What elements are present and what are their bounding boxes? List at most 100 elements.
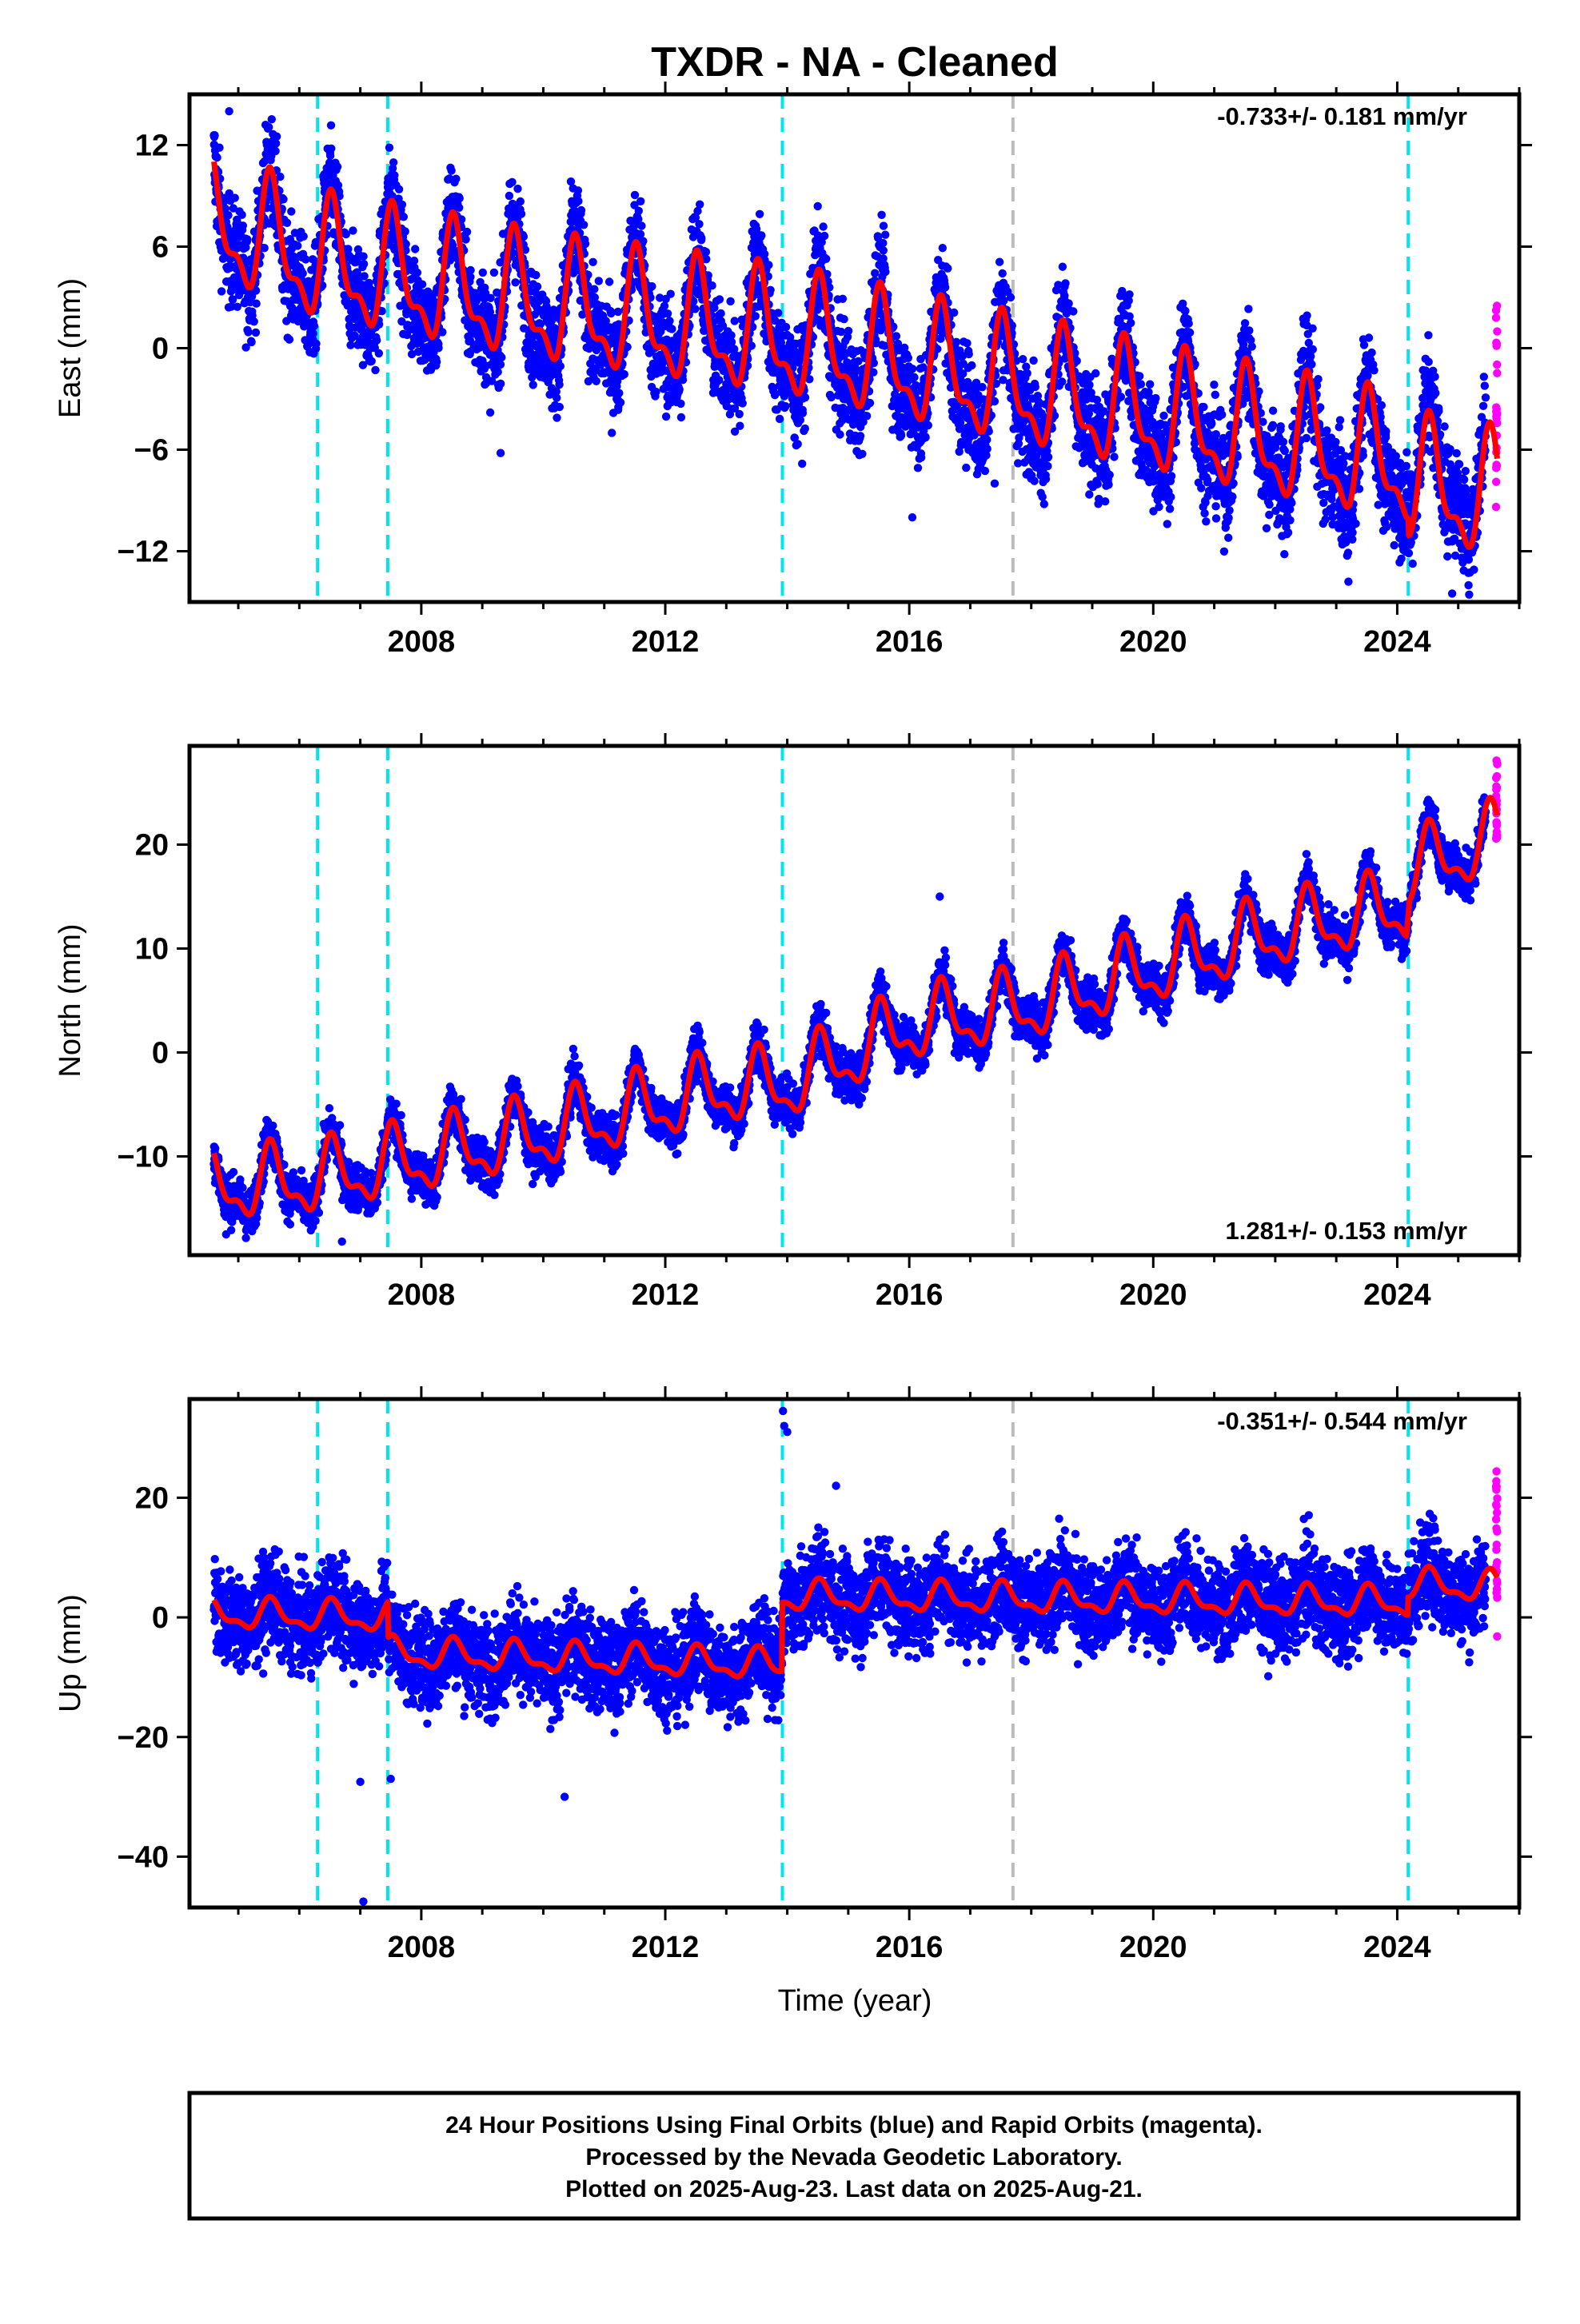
data-point <box>904 354 912 362</box>
data-point <box>276 173 284 181</box>
data-point <box>1040 500 1048 508</box>
data-point <box>702 248 710 256</box>
data-point <box>359 253 367 261</box>
data-point <box>224 211 232 219</box>
data-point <box>413 269 421 277</box>
data-point <box>243 235 251 243</box>
data-point <box>607 309 615 317</box>
data-point <box>309 329 317 337</box>
data-point <box>581 240 589 248</box>
data-point <box>250 317 258 325</box>
data-point <box>1085 490 1093 498</box>
data-point <box>589 258 596 266</box>
data-point <box>486 409 494 417</box>
data-point <box>285 336 293 344</box>
data-point <box>418 281 426 289</box>
data-point <box>965 350 973 358</box>
data-point <box>1163 520 1171 528</box>
data-point <box>950 309 958 317</box>
data-point <box>389 158 397 166</box>
data-point <box>869 369 877 377</box>
data-point <box>217 287 225 295</box>
data-point <box>1030 477 1038 485</box>
data-point <box>456 194 464 202</box>
data-point <box>497 361 505 369</box>
data-point <box>871 269 879 277</box>
data-point <box>662 413 670 421</box>
data-point <box>782 323 790 331</box>
data-point <box>513 185 521 193</box>
data-point <box>517 209 525 217</box>
data-point <box>1151 394 1159 402</box>
data-point <box>287 207 295 215</box>
data-point <box>1085 381 1093 389</box>
data-point <box>555 381 563 389</box>
data-point <box>553 394 561 402</box>
data-point <box>668 325 676 333</box>
data-point <box>984 444 991 452</box>
data-point <box>452 175 460 183</box>
data-point <box>268 115 276 123</box>
data-point <box>395 185 403 193</box>
data-point <box>346 341 354 349</box>
data-point <box>995 258 1003 266</box>
data-point <box>880 246 888 254</box>
data-point <box>917 453 925 461</box>
data-point <box>836 430 844 438</box>
data-point <box>463 228 471 236</box>
data-point <box>1117 393 1125 401</box>
data-point <box>944 265 952 273</box>
data-point <box>271 147 279 155</box>
data-point <box>279 195 287 203</box>
data-point <box>349 226 357 234</box>
data-point <box>433 358 441 366</box>
data-point <box>1146 381 1154 389</box>
data-point <box>608 429 616 436</box>
data-point <box>511 278 519 286</box>
data-point <box>505 192 513 200</box>
data-point <box>981 467 989 475</box>
data-point <box>1039 492 1047 500</box>
data-point <box>880 221 888 229</box>
data-point <box>978 383 986 391</box>
data-point <box>1058 377 1066 385</box>
data-point <box>1127 319 1135 327</box>
data-point <box>360 260 368 268</box>
data-point <box>312 340 320 348</box>
data-point <box>557 362 565 370</box>
data-point <box>1094 480 1102 488</box>
data-point <box>801 393 809 401</box>
data-point <box>781 402 789 410</box>
data-point <box>1125 290 1133 298</box>
data-point <box>819 222 827 230</box>
data-point <box>438 328 446 336</box>
data-point <box>310 322 318 330</box>
data-point <box>820 232 828 240</box>
data-point <box>293 241 301 249</box>
data-point <box>697 234 705 242</box>
data-point <box>1101 497 1109 505</box>
data-point <box>877 211 885 219</box>
data-point <box>592 377 600 385</box>
data-point <box>1137 380 1145 388</box>
data-point <box>595 277 603 285</box>
data-point <box>1061 279 1069 287</box>
data-point <box>556 403 564 411</box>
data-point <box>736 422 744 430</box>
data-point <box>360 272 368 280</box>
data-point <box>708 281 716 289</box>
data-point <box>776 415 784 423</box>
data-point <box>691 305 699 313</box>
data-point <box>233 303 241 311</box>
data-point <box>866 399 874 407</box>
data-point <box>390 171 398 179</box>
data-point <box>1059 263 1067 271</box>
data-point <box>400 213 408 221</box>
data-point <box>553 413 561 421</box>
data-point <box>455 204 463 212</box>
data-point <box>486 294 494 302</box>
data-point <box>840 315 848 323</box>
data-point <box>665 317 673 325</box>
data-point <box>757 231 765 239</box>
